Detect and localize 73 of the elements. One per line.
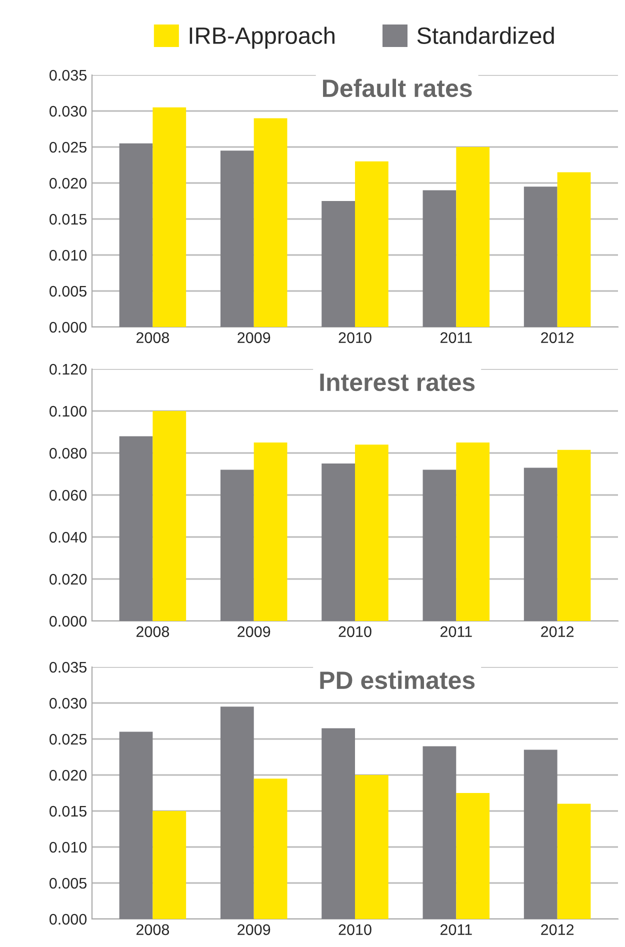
bar bbox=[254, 118, 288, 327]
x-tick-label: 2011 bbox=[440, 332, 472, 344]
bar bbox=[422, 746, 456, 919]
y-tick-label: 0.120 bbox=[50, 364, 87, 375]
bar bbox=[220, 150, 254, 327]
x-tick-label: 2010 bbox=[338, 924, 372, 936]
bar bbox=[456, 442, 490, 621]
x-tick-label: 2011 bbox=[440, 924, 472, 936]
legend-label: Standardized bbox=[417, 26, 554, 44]
bar bbox=[557, 450, 591, 621]
y-tick-label: 0.060 bbox=[50, 490, 87, 501]
y-tick-label: 0.000 bbox=[50, 914, 87, 925]
bar bbox=[557, 804, 591, 919]
x-tick-label: 2009 bbox=[238, 924, 270, 936]
y-tick-label: 0.015 bbox=[50, 214, 86, 225]
x-tick-label: 2008 bbox=[136, 332, 170, 344]
chart-title: Default rates bbox=[323, 78, 472, 98]
y-tick-label: 0.020 bbox=[50, 574, 87, 585]
y-tick-label: 0.030 bbox=[50, 106, 87, 117]
bar bbox=[355, 775, 388, 919]
x-tick-label: 2012 bbox=[541, 332, 574, 344]
y-tick-label: 0.025 bbox=[50, 142, 86, 153]
y-tick-label: 0.040 bbox=[50, 532, 87, 543]
legend-label: IRB-Approach bbox=[190, 26, 334, 49]
bar bbox=[119, 732, 153, 919]
y-tick-label: 0.020 bbox=[50, 770, 87, 781]
x-tick-label: 2011 bbox=[440, 626, 472, 638]
x-tick-label: 2012 bbox=[541, 924, 574, 936]
bar bbox=[152, 107, 186, 327]
x-tick-label: 2012 bbox=[541, 626, 574, 638]
y-tick-label: 0.035 bbox=[50, 662, 86, 673]
x-tick-label: 2008 bbox=[136, 626, 170, 638]
y-tick-label: 0.010 bbox=[50, 842, 87, 853]
bar bbox=[557, 172, 591, 327]
bar bbox=[355, 444, 388, 621]
bar bbox=[152, 811, 186, 919]
y-tick-label: 0.005 bbox=[50, 878, 86, 889]
x-tick-label: 2008 bbox=[136, 924, 170, 936]
bar bbox=[456, 147, 490, 327]
x-tick-label: 2010 bbox=[338, 626, 372, 638]
bar bbox=[456, 793, 490, 919]
bar bbox=[254, 442, 288, 621]
y-tick-label: 0.020 bbox=[50, 178, 87, 189]
bar bbox=[524, 468, 558, 621]
bar bbox=[152, 411, 186, 621]
chart-title: PD estimates bbox=[320, 670, 475, 690]
y-tick-label: 0.000 bbox=[50, 322, 87, 333]
x-tick-label: 2010 bbox=[338, 332, 372, 344]
y-tick-label: 0.005 bbox=[50, 286, 86, 297]
y-tick-label: 0.010 bbox=[50, 250, 87, 261]
bar bbox=[119, 143, 153, 327]
y-tick-label: 0.100 bbox=[50, 406, 87, 417]
bar bbox=[524, 186, 558, 327]
bar bbox=[220, 706, 254, 919]
bar bbox=[220, 470, 254, 621]
bar bbox=[322, 201, 355, 327]
y-tick-label: 0.015 bbox=[50, 806, 86, 817]
y-tick-label: 0.025 bbox=[50, 734, 86, 745]
chart-title: Interest rates bbox=[320, 374, 475, 392]
x-tick-label: 2009 bbox=[238, 626, 270, 638]
bar bbox=[322, 728, 355, 919]
bar bbox=[254, 778, 288, 919]
bar bbox=[422, 190, 456, 327]
x-tick-label: 2009 bbox=[238, 332, 270, 344]
bar bbox=[422, 470, 456, 621]
bar bbox=[355, 161, 388, 327]
bar bbox=[119, 436, 153, 621]
bar bbox=[524, 750, 558, 919]
y-tick-label: 0.030 bbox=[50, 698, 87, 709]
bar bbox=[322, 464, 355, 621]
y-tick-label: 0.035 bbox=[50, 70, 86, 81]
y-tick-label: 0.080 bbox=[50, 448, 87, 459]
y-tick-label: 0.000 bbox=[50, 616, 87, 627]
